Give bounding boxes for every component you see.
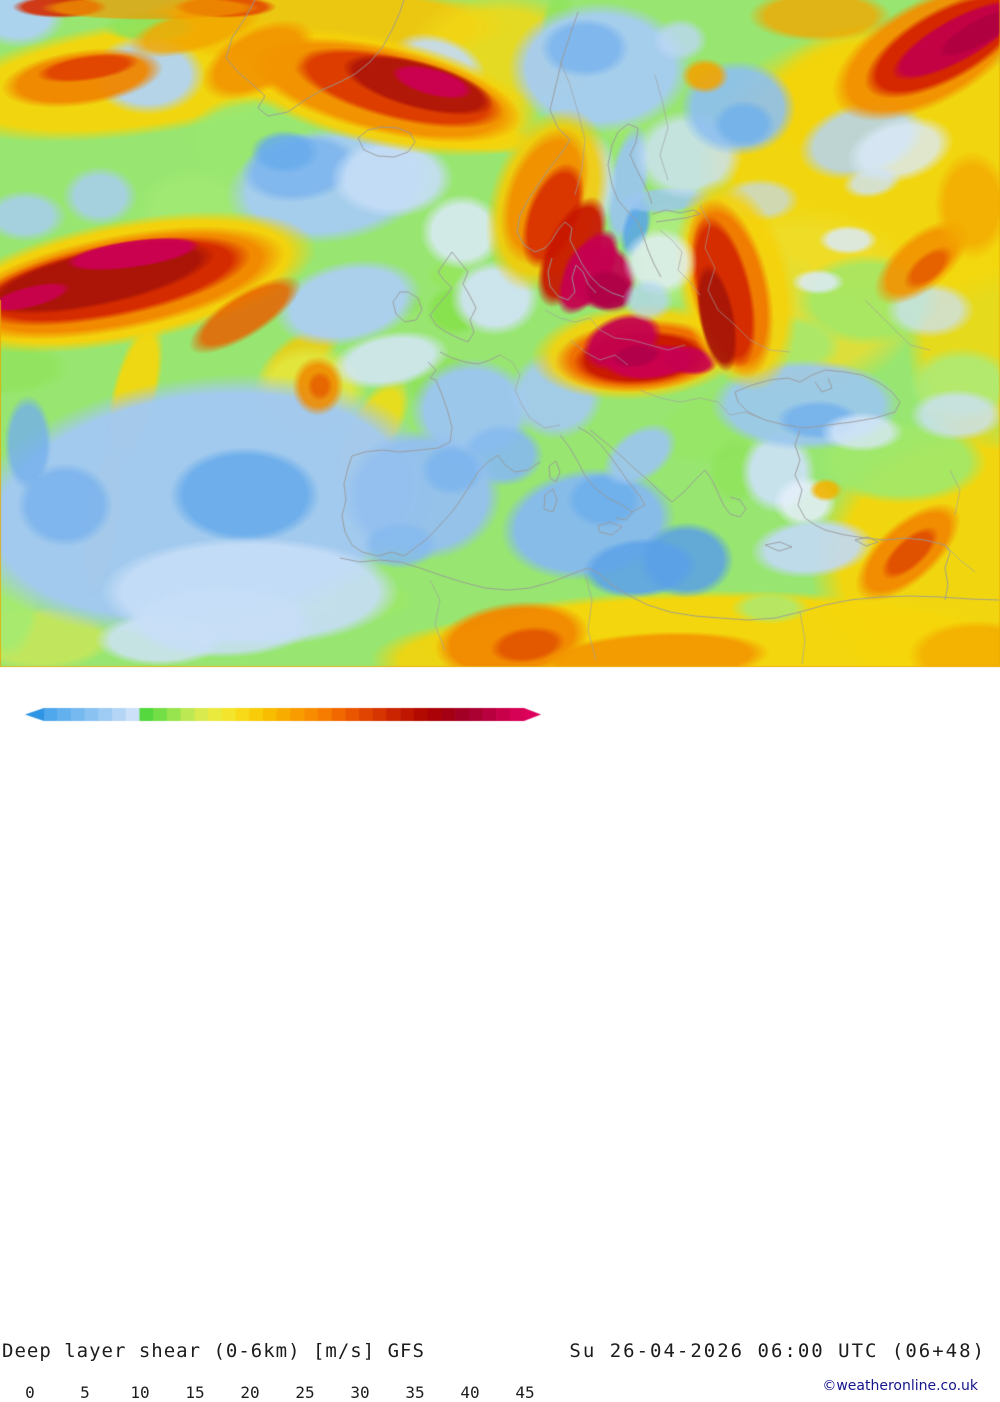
tick-label: 15: [185, 1383, 205, 1402]
tick-label: 30: [350, 1383, 370, 1402]
tick-label: 20: [240, 1383, 260, 1402]
tick-label: 10: [130, 1383, 150, 1402]
tick-label: 5: [80, 1383, 90, 1402]
tick-label: 25: [295, 1383, 315, 1402]
map-footer: Deep layer shear (0-6km) [m/s] GFS Su 26…: [0, 667, 1000, 1402]
tick-label: 40: [460, 1383, 480, 1402]
valid-time: Su 26-04-2026 06:00 UTC (06+48): [569, 1340, 986, 1362]
tick-label: 45: [515, 1383, 535, 1402]
tick-label: 35: [405, 1383, 425, 1402]
weather-map: [0, 0, 1000, 733]
product-title: Deep layer shear (0-6km) [m/s] GFS: [2, 1340, 425, 1362]
colorbar-scale: 0 5 10 15 20 25 30 35 40 45: [0, 1383, 560, 1402]
tick-label: 0: [25, 1383, 35, 1402]
credit-link[interactable]: ©weatheronline.co.uk: [822, 1378, 978, 1394]
